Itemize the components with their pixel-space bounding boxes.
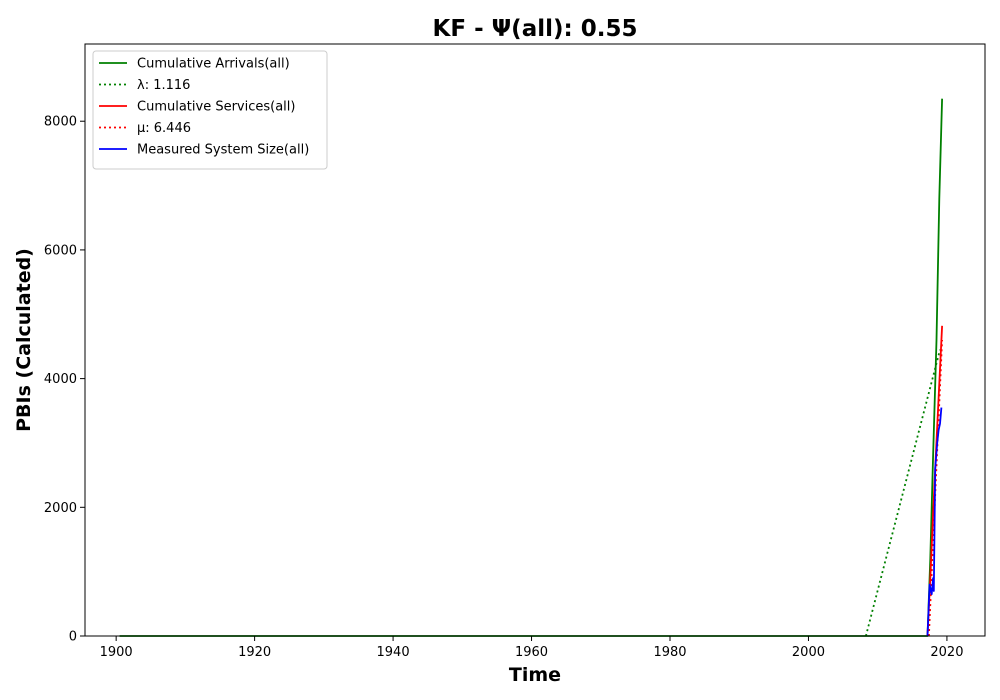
legend-box xyxy=(92,50,328,170)
x-axis: 1900 1920 1940 1960 1980 2000 2020 xyxy=(100,636,963,660)
chart-title: KF - Ψ(all): 0.55 xyxy=(433,16,638,42)
legend-label: Cumulative Arrivals(all) xyxy=(137,57,290,72)
y-axis: 0 2000 4000 6000 8000 xyxy=(44,115,85,645)
series-line-4 xyxy=(926,407,943,637)
plot-frame xyxy=(84,43,986,637)
x-axis-title: Time xyxy=(509,664,561,686)
series-line-3 xyxy=(928,339,943,637)
x-tick-label: 1900 xyxy=(100,645,133,660)
y-axis-title: PBIs (Calculated) xyxy=(13,248,35,432)
x-tick-label: 2000 xyxy=(792,645,825,660)
series-line-0 xyxy=(119,98,943,637)
legend: Cumulative Arrivals(all) λ: 1.116 Cumulati… xyxy=(92,50,328,170)
legend-label: Measured System Size(all) xyxy=(137,143,309,158)
y-tick-label: 2000 xyxy=(44,501,77,516)
series-layer xyxy=(119,98,943,637)
x-tick-label: 1980 xyxy=(653,645,686,660)
y-tick-label: 8000 xyxy=(44,115,77,130)
y-tick-label: 4000 xyxy=(44,372,77,387)
legend-label: λ: 1.116 xyxy=(137,78,190,93)
legend-label: μ: 6.446 xyxy=(137,121,191,136)
x-tick-label: 1940 xyxy=(377,645,410,660)
legend-label: Cumulative Services(all) xyxy=(137,100,295,115)
x-tick-label: 1960 xyxy=(515,645,548,660)
x-tick-label: 2020 xyxy=(930,645,963,660)
y-tick-label: 6000 xyxy=(44,243,77,258)
x-tick-label: 1920 xyxy=(238,645,271,660)
series-line-1 xyxy=(865,349,941,637)
y-tick-label: 0 xyxy=(69,630,77,645)
